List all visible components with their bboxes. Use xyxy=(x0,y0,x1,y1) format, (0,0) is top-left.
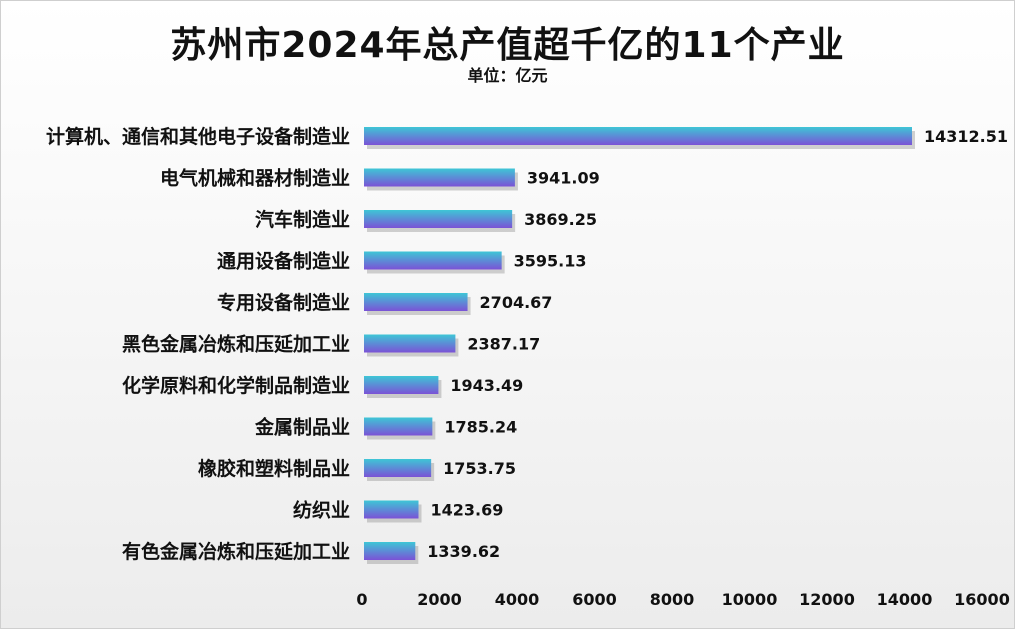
data-label: 1753.75 xyxy=(443,459,516,478)
category-label: 金属制品业 xyxy=(254,416,350,439)
data-label: 3869.25 xyxy=(524,210,597,229)
x-tick-label: 2000 xyxy=(417,590,462,609)
x-tick-label: 10000 xyxy=(722,590,778,609)
bar xyxy=(364,168,515,187)
category-label: 汽车制造业 xyxy=(255,208,350,231)
bar xyxy=(364,459,432,477)
x-tick-label: 6000 xyxy=(572,590,617,609)
category-label: 专用设备制造业 xyxy=(217,291,350,314)
x-tick-label: 16000 xyxy=(954,590,1010,609)
bar xyxy=(364,127,912,145)
bar xyxy=(364,417,433,436)
chart-unit-subtitle: 单位：亿元 xyxy=(467,66,548,85)
category-label: 黑色金属冶炼和压延加工业 xyxy=(122,333,350,356)
bar xyxy=(364,334,456,353)
bar xyxy=(364,251,502,270)
category-label: 纺织业 xyxy=(293,499,350,522)
data-label: 1423.69 xyxy=(431,501,504,520)
data-label: 14312.51 xyxy=(924,127,1008,146)
data-label: 1785.24 xyxy=(444,418,517,437)
chart-title: 苏州市2024年总产值超千亿的11个产业 xyxy=(170,25,845,66)
data-label: 1943.49 xyxy=(450,376,523,395)
data-label: 1339.62 xyxy=(427,542,500,561)
data-label: 3941.09 xyxy=(527,169,600,188)
bar xyxy=(364,376,439,394)
bar xyxy=(364,293,468,311)
category-label: 计算机、通信和其他电子设备制造业 xyxy=(46,125,350,148)
x-tick-label: 8000 xyxy=(650,590,695,609)
category-label: 有色金属冶炼和压延加工业 xyxy=(122,540,350,563)
data-label: 2704.67 xyxy=(480,293,553,312)
bar xyxy=(364,500,419,519)
x-tick-label: 0 xyxy=(356,590,367,609)
x-tick-label: 14000 xyxy=(877,590,933,609)
category-label: 化学原料和化学制品制造业 xyxy=(122,374,350,397)
bar xyxy=(364,542,416,560)
category-label: 橡胶和塑料制品业 xyxy=(198,457,350,480)
x-tick-label: 4000 xyxy=(495,590,540,609)
data-label: 3595.13 xyxy=(514,252,587,271)
category-label: 通用设备制造业 xyxy=(217,250,350,273)
bar xyxy=(364,210,513,228)
category-label: 电气机械和器材制造业 xyxy=(160,167,350,190)
data-label: 2387.17 xyxy=(467,335,540,354)
x-tick-label: 12000 xyxy=(799,590,855,609)
